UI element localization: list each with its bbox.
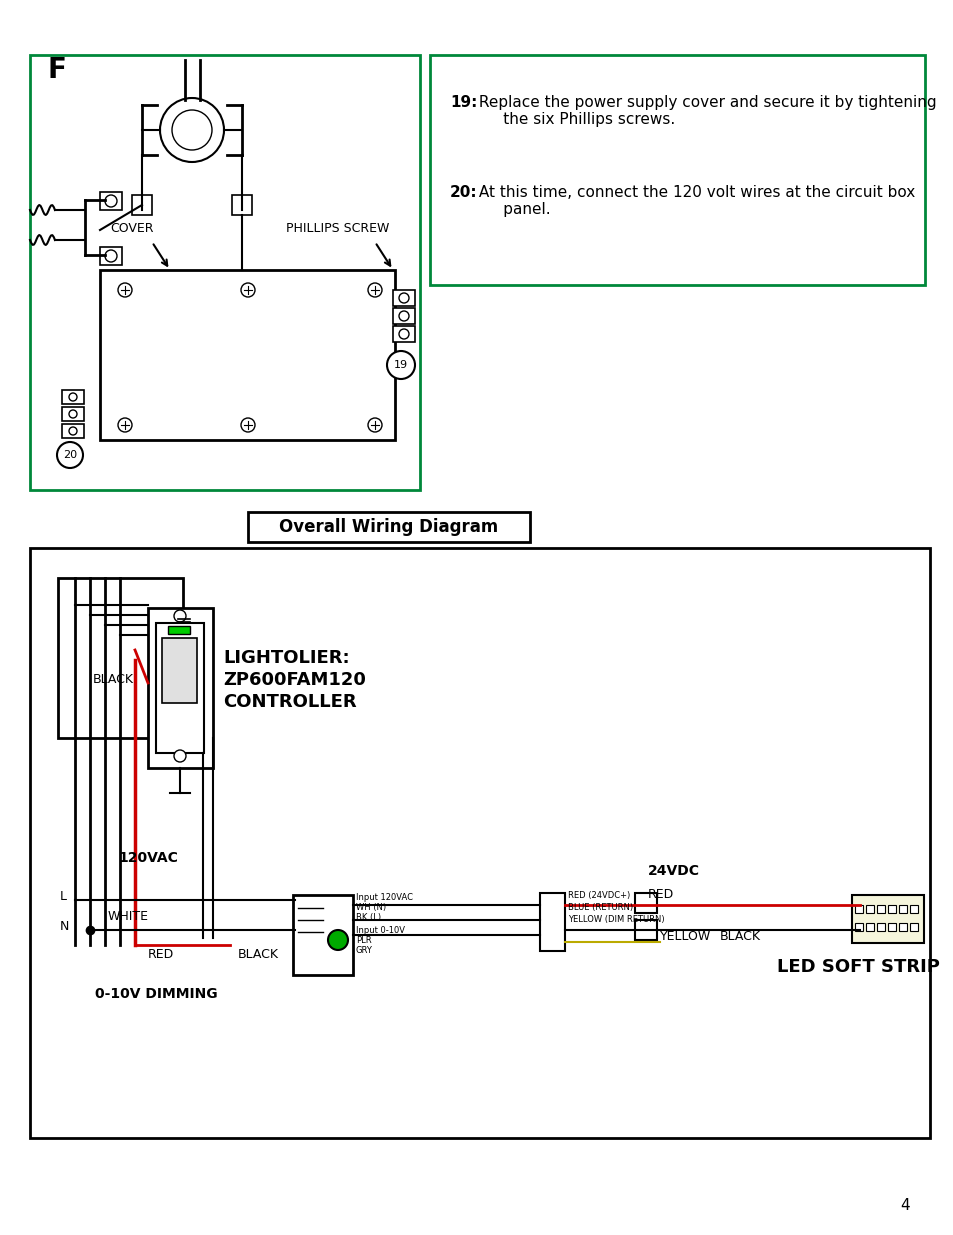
Bar [62, 424, 84, 438]
Bar [293, 895, 353, 974]
Circle shape [173, 610, 186, 622]
Bar [248, 513, 530, 542]
Bar [898, 923, 906, 931]
Text: BLACK: BLACK [237, 948, 278, 961]
Text: Overall Wiring Diagram: Overall Wiring Diagram [279, 517, 498, 536]
Circle shape [69, 427, 77, 435]
Bar [635, 920, 657, 940]
Text: YELLOW: YELLOW [659, 930, 711, 944]
Bar [393, 308, 415, 324]
Bar [539, 893, 564, 951]
Text: PHILLIPS SCREW: PHILLIPS SCREW [286, 222, 389, 235]
Bar [635, 893, 657, 913]
Text: F: F [48, 56, 67, 84]
Circle shape [368, 283, 381, 296]
Circle shape [172, 110, 212, 149]
Text: YELLOW (DIM RETURN): YELLOW (DIM RETURN) [567, 915, 664, 924]
Bar [62, 390, 84, 404]
Circle shape [118, 283, 132, 296]
Bar [58, 578, 183, 739]
Bar [909, 923, 917, 931]
Text: RED: RED [647, 888, 674, 902]
Bar [430, 56, 924, 285]
Bar [393, 290, 415, 306]
Bar [393, 326, 415, 342]
Circle shape [241, 417, 254, 432]
Text: 0-10V DIMMING: 0-10V DIMMING [95, 987, 217, 1002]
Text: WHITE: WHITE [108, 910, 149, 923]
Bar [909, 905, 917, 913]
Text: 20: 20 [63, 450, 77, 459]
Text: COVER: COVER [110, 222, 153, 235]
Text: 120VAC: 120VAC [118, 851, 177, 864]
Bar [30, 56, 419, 490]
Bar [876, 905, 884, 913]
Text: BK (L): BK (L) [355, 913, 381, 923]
Bar [851, 895, 923, 944]
Circle shape [57, 442, 83, 468]
Bar [898, 905, 906, 913]
Text: L: L [60, 890, 67, 903]
Bar [887, 905, 895, 913]
Bar [865, 923, 873, 931]
Bar [854, 923, 862, 931]
Circle shape [105, 195, 117, 207]
Circle shape [69, 393, 77, 401]
Bar [30, 548, 929, 1137]
Bar [148, 608, 213, 768]
Text: RED (24VDC+): RED (24VDC+) [567, 890, 630, 900]
Bar [132, 195, 152, 215]
Bar [162, 638, 196, 703]
Circle shape [368, 417, 381, 432]
Circle shape [387, 351, 415, 379]
Text: LIGHTOLIER:: LIGHTOLIER: [223, 650, 349, 667]
Bar [100, 270, 395, 440]
Circle shape [398, 293, 409, 303]
Bar [62, 408, 84, 421]
Text: BLACK: BLACK [720, 930, 760, 944]
Circle shape [173, 750, 186, 762]
Circle shape [160, 98, 224, 162]
Bar [854, 905, 862, 913]
Text: Replace the power supply cover and secure it by tightening
      the six Phillip: Replace the power supply cover and secur… [474, 95, 936, 127]
Bar [100, 247, 122, 266]
Text: WH (N): WH (N) [355, 903, 386, 911]
Circle shape [118, 417, 132, 432]
Circle shape [69, 410, 77, 417]
Text: N: N [60, 920, 70, 932]
Bar [232, 195, 252, 215]
Text: ZP600FAM120: ZP600FAM120 [223, 671, 366, 689]
Bar [156, 622, 204, 753]
Bar [865, 905, 873, 913]
Text: 19: 19 [394, 359, 408, 370]
Circle shape [241, 283, 254, 296]
Text: CONTROLLER: CONTROLLER [223, 693, 356, 711]
Text: GRY: GRY [355, 946, 373, 955]
Bar [887, 923, 895, 931]
Text: 20:: 20: [450, 185, 477, 200]
Circle shape [398, 329, 409, 338]
Text: Input 120VAC: Input 120VAC [355, 893, 413, 902]
Text: Input 0-10V: Input 0-10V [355, 926, 405, 935]
Bar [876, 923, 884, 931]
Text: LED SOFT STRIP: LED SOFT STRIP [776, 958, 939, 976]
Text: At this time, connect the 120 volt wires at the circuit box
      panel.: At this time, connect the 120 volt wires… [474, 185, 914, 217]
Circle shape [105, 249, 117, 262]
Text: 19:: 19: [450, 95, 476, 110]
Text: RED: RED [148, 948, 174, 961]
Text: BLACK: BLACK [92, 673, 133, 685]
Bar [168, 626, 190, 634]
Text: 24VDC: 24VDC [647, 864, 700, 878]
Text: PLR: PLR [355, 936, 372, 945]
Circle shape [398, 311, 409, 321]
Circle shape [328, 930, 348, 950]
Text: BLUE (RETURN): BLUE (RETURN) [567, 903, 633, 911]
Bar [100, 191, 122, 210]
Text: 4: 4 [900, 1198, 909, 1213]
